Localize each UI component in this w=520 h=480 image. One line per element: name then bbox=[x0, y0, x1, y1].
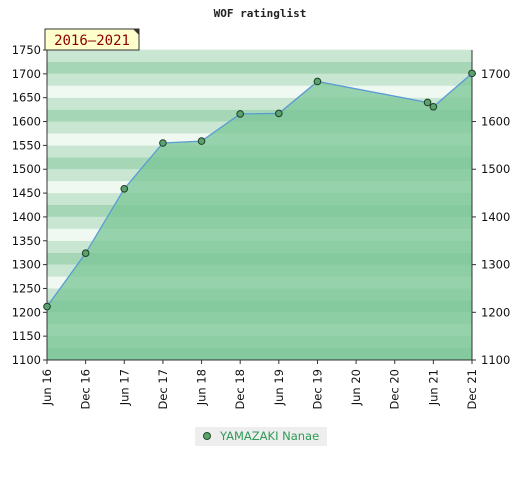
data-point bbox=[81, 249, 90, 257]
left-tick-label: 1100 bbox=[12, 353, 41, 367]
data-point bbox=[236, 110, 244, 118]
right-tick-label: 1600 bbox=[481, 115, 510, 129]
background-band bbox=[47, 85, 472, 98]
background-band bbox=[47, 50, 472, 62]
x-tick-label: Jun 18 bbox=[195, 369, 209, 406]
chart-title: WOF ratinglist bbox=[214, 7, 307, 20]
left-tick-label: 1300 bbox=[12, 258, 41, 272]
x-tick-label: Dec 18 bbox=[233, 369, 247, 410]
right-tick-label: 1500 bbox=[481, 162, 510, 176]
x-tick-label: Jun 17 bbox=[117, 369, 131, 406]
rating-area bbox=[47, 73, 472, 360]
left-tick-label: 1750 bbox=[12, 43, 41, 57]
data-point bbox=[429, 102, 438, 111]
x-tick-label: Dec 20 bbox=[388, 369, 402, 410]
data-point bbox=[197, 137, 206, 145]
left-tick-label: 1250 bbox=[12, 281, 41, 295]
legend-box bbox=[195, 427, 327, 446]
left-tick-label: 1700 bbox=[12, 67, 41, 81]
x-tick-label: Dec 21 bbox=[465, 369, 479, 410]
legend: YAMAZAKI Nanae bbox=[195, 427, 327, 446]
right-tick-label: 1300 bbox=[481, 258, 510, 272]
data-point bbox=[275, 109, 283, 118]
left-y-axis: 1100 1150 1200 1250 1300 1350 1400 1450 1500 1550… bbox=[12, 43, 48, 367]
data-point bbox=[468, 69, 476, 78]
x-tick-label: Jun 16 bbox=[40, 369, 54, 406]
right-tick-label: 1400 bbox=[481, 210, 510, 224]
left-tick-label: 1500 bbox=[12, 162, 41, 176]
background-band bbox=[47, 97, 472, 110]
right-tick-label: 1700 bbox=[481, 67, 510, 81]
left-tick-label: 1650 bbox=[12, 91, 41, 105]
left-tick-label: 1450 bbox=[12, 186, 41, 200]
left-tick-label: 1350 bbox=[12, 234, 41, 248]
x-tick-label: Dec 19 bbox=[310, 369, 324, 410]
data-point bbox=[159, 139, 167, 147]
right-y-axis: 1100 1200 1300 1400 1500 1600 1700 bbox=[471, 50, 510, 367]
x-tick-label: Jun 20 bbox=[349, 369, 363, 406]
x-tick-label: Jun 19 bbox=[272, 369, 286, 406]
left-tick-label: 1200 bbox=[12, 305, 41, 319]
data-point bbox=[120, 184, 129, 193]
period-badge: 2016–2021 bbox=[44, 28, 140, 51]
left-tick-label: 1600 bbox=[12, 115, 41, 129]
data-point bbox=[43, 302, 51, 311]
right-tick-label: 1200 bbox=[481, 305, 510, 319]
x-tick-label: Dec 17 bbox=[156, 369, 170, 410]
badge-corner-icon bbox=[133, 29, 139, 35]
background-band bbox=[47, 73, 472, 86]
period-badge-label: 2016–2021 bbox=[54, 33, 130, 49]
data-points bbox=[43, 69, 476, 311]
period-badge-box bbox=[44, 28, 140, 51]
right-tick-label: 1100 bbox=[481, 353, 510, 367]
left-tick-label: 1400 bbox=[12, 210, 41, 224]
left-tick-label: 1550 bbox=[12, 138, 41, 152]
legend-marker-icon bbox=[203, 432, 211, 440]
left-tick-label: 1150 bbox=[12, 329, 41, 343]
x-tick-label: Dec 16 bbox=[79, 369, 93, 410]
x-tick-label: Jun 21 bbox=[426, 369, 440, 406]
data-point bbox=[313, 77, 322, 86]
background-band bbox=[47, 61, 472, 74]
x-axis: Jun 16 Dec 16 Jun 17 Dec 17 Jun 18 Dec 18 Jun … bbox=[40, 359, 479, 410]
legend-label: YAMAZAKI Nanae bbox=[219, 429, 319, 443]
data-point bbox=[423, 98, 432, 107]
